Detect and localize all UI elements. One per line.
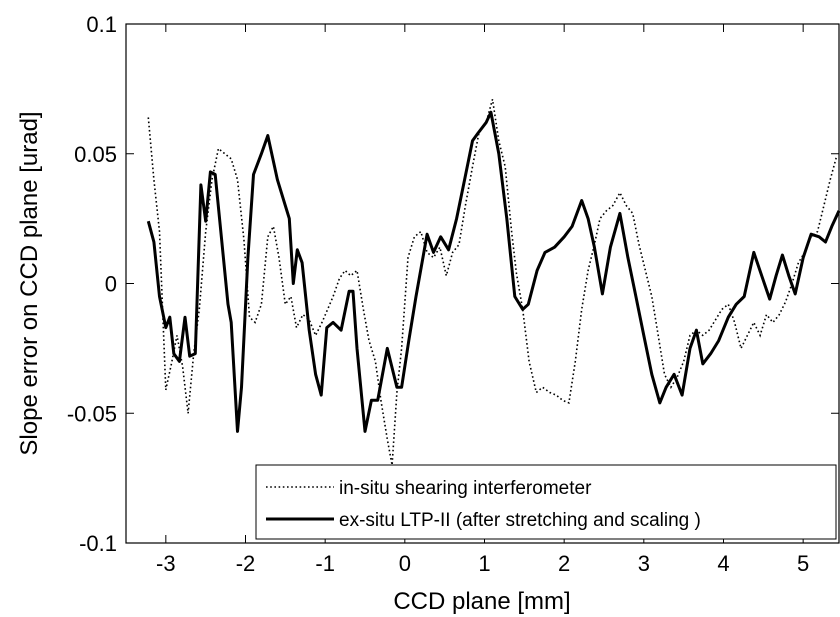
y-tick-label: -0.1 bbox=[79, 531, 117, 556]
x-tick-label: 1 bbox=[478, 551, 490, 576]
legend-box bbox=[255, 464, 837, 540]
series-layer bbox=[146, 99, 840, 466]
y-tick-label: -0.05 bbox=[67, 401, 117, 426]
x-axis-ticks: -3 -2 -1 0 1 2 3 4 5 bbox=[156, 24, 809, 576]
y-tick-label: 0 bbox=[105, 272, 117, 297]
legend-label-in-situ: in-situ shearing interferometer bbox=[339, 478, 592, 499]
x-tick-label: 2 bbox=[558, 551, 570, 576]
legend-label-ex-situ: ex-situ LTP-II (after stretching and sca… bbox=[339, 510, 701, 531]
x-tick-label: -3 bbox=[156, 551, 176, 576]
y-axis-label: Slope error on CCD plane [urad] bbox=[16, 111, 43, 455]
y-tick-label: 0.05 bbox=[74, 142, 117, 167]
legend: in-situ shearing interferometer ex-situ … bbox=[255, 464, 837, 540]
series-line-ex-situ bbox=[146, 110, 840, 433]
plot-area: -3 -2 -1 0 1 2 3 4 5 -0.1 -0.05 0 0.05 0.1 bbox=[67, 12, 840, 576]
x-tick-label: 5 bbox=[797, 551, 809, 576]
x-tick-label: 3 bbox=[638, 551, 650, 576]
x-tick-label: -1 bbox=[315, 551, 335, 576]
y-axis-ticks: -0.1 -0.05 0 0.05 0.1 bbox=[67, 12, 839, 556]
x-tick-label: -2 bbox=[236, 551, 256, 576]
x-axis-label: CCD plane [mm] bbox=[393, 588, 570, 615]
x-tick-label: 4 bbox=[717, 551, 729, 576]
x-tick-label: 0 bbox=[399, 551, 411, 576]
y-tick-label: 0.1 bbox=[86, 12, 117, 37]
plot-frame bbox=[125, 23, 840, 544]
